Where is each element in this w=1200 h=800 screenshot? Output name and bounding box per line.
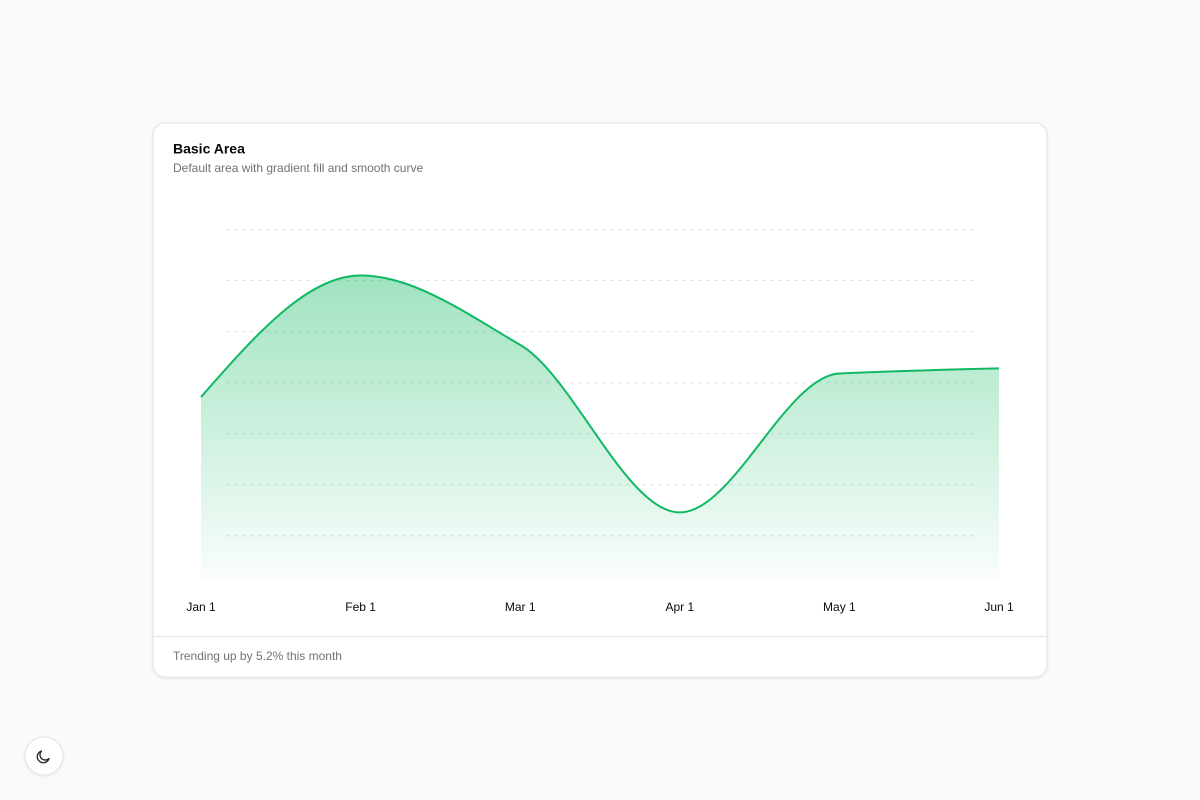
x-tick-label: Feb 1 — [345, 600, 376, 614]
moon-icon — [36, 750, 50, 764]
x-tick-label: May 1 — [823, 600, 856, 614]
x-tick-label: Jan 1 — [186, 600, 216, 614]
x-tick-label: Mar 1 — [505, 600, 536, 614]
area-fill — [201, 275, 999, 580]
chart-subtitle: Default area with gradient fill and smoo… — [173, 161, 423, 175]
theme-toggle[interactable] — [24, 736, 64, 776]
area-line — [200, 274, 1000, 514]
x-tick-label: Jun 1 — [984, 600, 1014, 614]
plot: Jan 1 Feb 1 Mar 1 Apr 1 May 1 Jun 1 — [186, 229, 1014, 614]
footer-text: Trending up by 5.2% this month — [173, 649, 342, 663]
theme-toggle-button[interactable] — [24, 736, 64, 776]
chart-title: Basic Area — [173, 141, 245, 157]
x-tick-label: Apr 1 — [665, 600, 694, 614]
